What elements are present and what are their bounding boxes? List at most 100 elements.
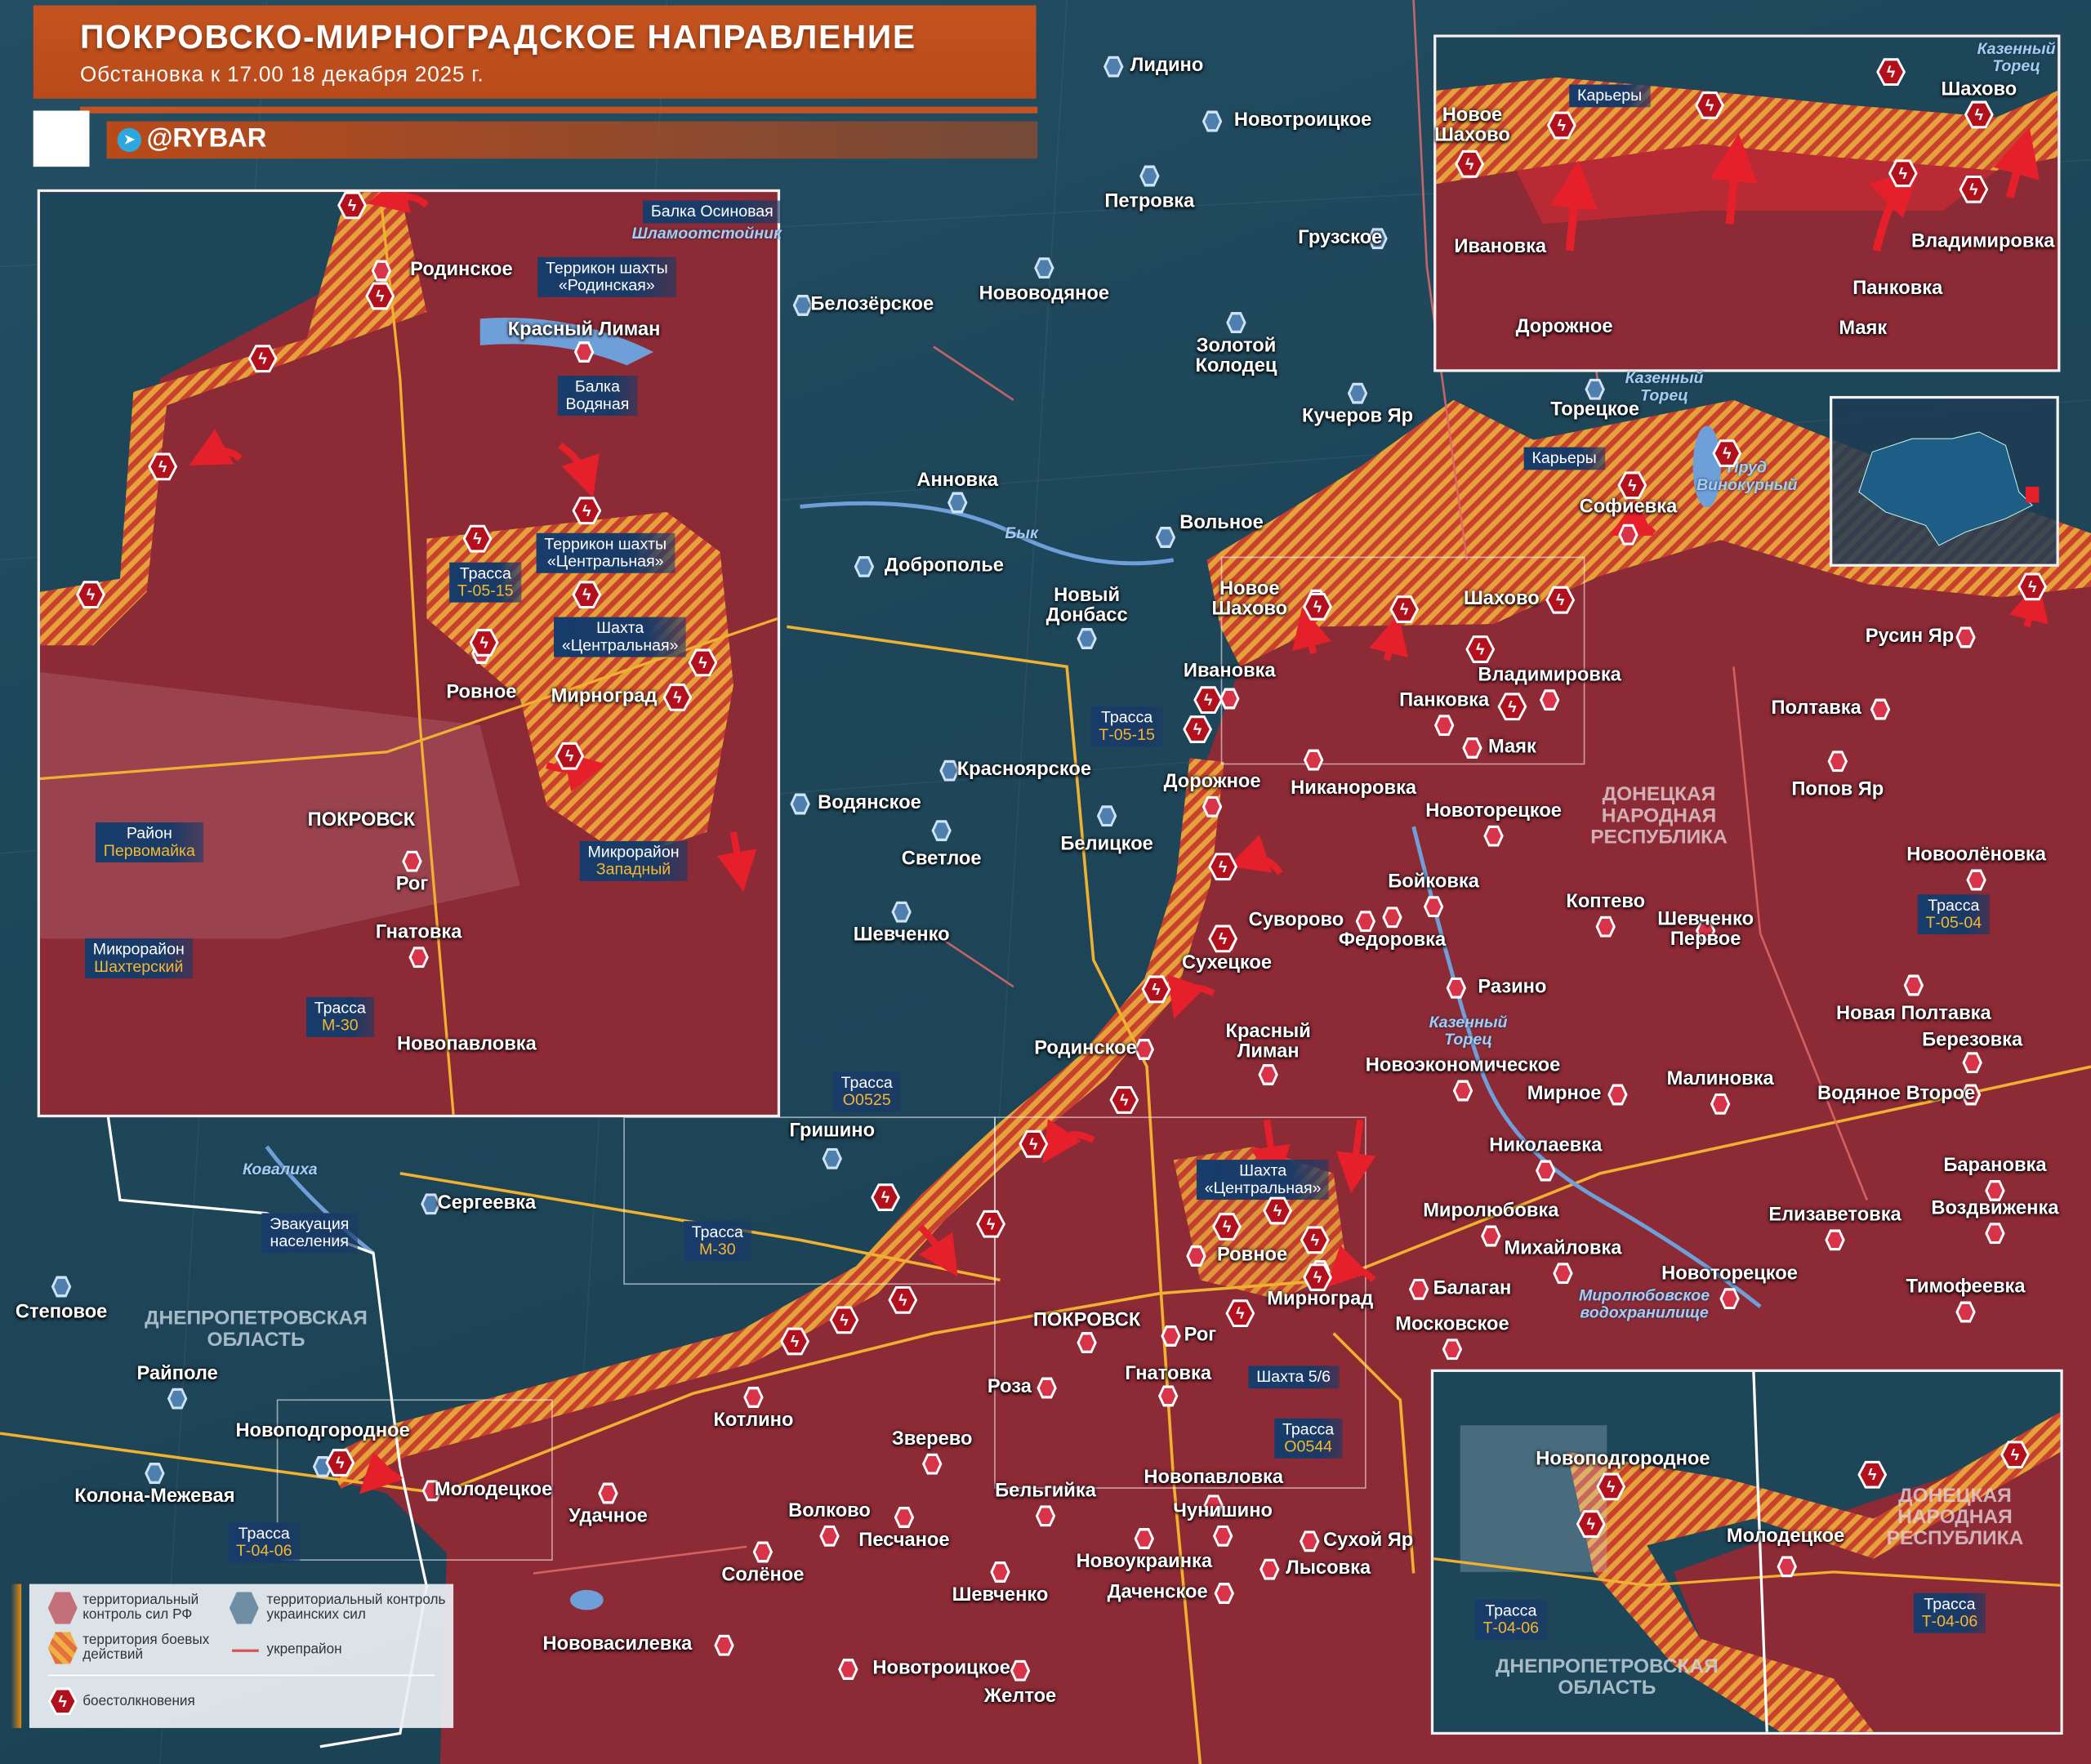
clash-icon[interactable]: ϟ [462, 524, 493, 553]
lightning-icon: ϟ [1228, 1302, 1253, 1325]
settlement-marker-fill [824, 1150, 840, 1167]
settlement-marker-fill [1037, 260, 1052, 276]
lightning-icon: ϟ [1620, 474, 1645, 497]
settlement-marker-fill [1958, 629, 1973, 646]
settlement-marker-fill [1039, 1379, 1054, 1396]
lightning-icon: ϟ [1021, 1133, 1046, 1156]
clash-icon[interactable]: ϟ [976, 1209, 1006, 1238]
clash-icon[interactable]: ϟ [572, 497, 602, 525]
settlement-marker-fill [411, 949, 426, 966]
clash-icon[interactable]: ϟ [555, 742, 585, 770]
settlement-marker-icon [1903, 974, 1924, 996]
clash-icon[interactable]: ϟ [688, 648, 718, 677]
place-label: Удачное [568, 1505, 648, 1528]
place-label: Новая Полтавка [1836, 1003, 1991, 1025]
settlement-marker-icon [421, 1480, 443, 1502]
lightning-icon: ϟ [1500, 695, 1525, 719]
settlement-marker-fill [1106, 58, 1121, 75]
place-label: Шевченко [952, 1584, 1049, 1606]
header-stripe [79, 106, 1038, 114]
region-label: ДОНЕЦКАЯ НАРОДНАЯ РЕСПУБЛИКА [1590, 782, 1728, 849]
settlement-marker-icon [990, 1561, 1010, 1583]
lightning-icon: ϟ [1392, 598, 1416, 621]
place-label: Песчаное [858, 1530, 950, 1552]
clash-icon[interactable]: ϟ [148, 452, 178, 481]
settlement-marker-fill [1384, 909, 1400, 926]
settlement-marker-fill [1621, 526, 1636, 543]
lightning-icon: ϟ [1468, 638, 1492, 661]
legend: территориальный контроль сил РФ территор… [11, 1584, 454, 1728]
clash-icon[interactable]: ϟ [572, 581, 602, 609]
clash-icon[interactable]: ϟ [829, 1306, 859, 1334]
settlement-marker-fill [896, 1509, 912, 1526]
inset-novopidhorodne [1430, 1369, 2063, 1735]
attack-arrow [1292, 607, 1331, 654]
callout-line1: Шахта [1239, 1160, 1287, 1180]
settlement-marker-fill [1964, 1086, 1979, 1103]
settlement-marker-icon [743, 1386, 764, 1409]
inset-place-label: Новое Шахово [1434, 105, 1510, 147]
settlement-marker-icon [1423, 896, 1444, 918]
place-label: Сухецкое [1182, 952, 1273, 974]
inset-place-label: Шахово [1941, 78, 2017, 101]
settlement-marker-icon [931, 820, 952, 842]
clash-icon[interactable]: ϟ [469, 629, 499, 657]
settlement-marker-fill [1827, 1232, 1843, 1249]
combat-swatch-icon [47, 1632, 78, 1664]
clash-icon[interactable]: ϟ [662, 683, 693, 711]
settlement-marker-fill [1426, 898, 1442, 915]
settlement-marker-fill [1205, 798, 1220, 815]
lightning-icon: ϟ [328, 1451, 353, 1474]
place-label: Московское [1395, 1313, 1509, 1335]
place-label: Шевченко Первое [1657, 909, 1754, 951]
settlement-marker-icon [1595, 915, 1616, 938]
map-callout: Трасса М-30 [683, 1221, 751, 1262]
settlement-marker-icon [1202, 795, 1223, 817]
place-label: Гришино [789, 1120, 876, 1143]
clash-icon[interactable]: ϟ [1193, 686, 1224, 715]
place-label: Сергеевка [437, 1192, 537, 1214]
channel-handle[interactable]: @RYBAR [146, 123, 267, 154]
inset-place-label: Рог [395, 874, 429, 896]
callout-line2: Т-05-15 [457, 581, 514, 600]
map-callout: Микрорайон Шахтерский [84, 938, 193, 979]
place-label: Анновка [916, 470, 999, 492]
settlement-marker-fill [716, 1637, 732, 1654]
place-label: Новое Шахово [1211, 578, 1288, 621]
clash-icon[interactable]: ϟ [871, 1183, 901, 1212]
place-label: Новоторецкое [1425, 800, 1562, 822]
settlement-marker-icon [1483, 825, 1504, 847]
map-callout: Трасса М-30 [305, 996, 374, 1038]
attack-arrow [2009, 580, 2049, 628]
place-label: Новоэкономическое [1365, 1055, 1561, 1077]
clash-icon[interactable]: ϟ [780, 1327, 810, 1356]
callout-line1: Террикон шахты [544, 534, 667, 554]
place-label: Гнатовка [1125, 1363, 1212, 1385]
place-label: Колона-Межевая [74, 1486, 235, 1508]
lightning-icon: ϟ [2003, 1443, 2027, 1467]
attack-arrow [189, 429, 243, 466]
settlement-marker-fill [54, 1278, 69, 1295]
inset-place-label: Ивановка [1454, 236, 1547, 258]
settlement-marker-fill [1222, 690, 1237, 707]
inset-place-label: ПОКРОВСК [307, 809, 416, 831]
settlement-marker-fill [1444, 1341, 1460, 1358]
place-label: Владимировка [1478, 664, 1621, 686]
legend-ru: территориальный контроль сил РФ [82, 1592, 199, 1623]
ua-control-swatch-icon [229, 1592, 259, 1624]
clash-icon[interactable]: ϟ [1695, 91, 1725, 119]
settlement-marker-fill [1163, 1328, 1179, 1344]
clash-icon[interactable]: ϟ [888, 1285, 918, 1314]
place-label: ПОКРОВСК [1032, 1309, 1141, 1332]
qr-code[interactable] [33, 110, 90, 167]
inset-place-label: Новопавловка [397, 1033, 537, 1056]
lightning-icon: ϟ [150, 455, 175, 479]
clash-icon[interactable]: ϟ [76, 581, 105, 609]
settlement-marker-fill [792, 795, 808, 813]
settlement-marker-icon [1300, 1530, 1320, 1552]
settlement-marker-fill [1260, 1067, 1276, 1083]
settlement-marker-fill [1079, 1334, 1095, 1351]
inset-place-label: Панковка [1852, 278, 1943, 300]
callout-line2: М-30 [322, 1016, 359, 1035]
attack-arrow [1228, 835, 1283, 875]
